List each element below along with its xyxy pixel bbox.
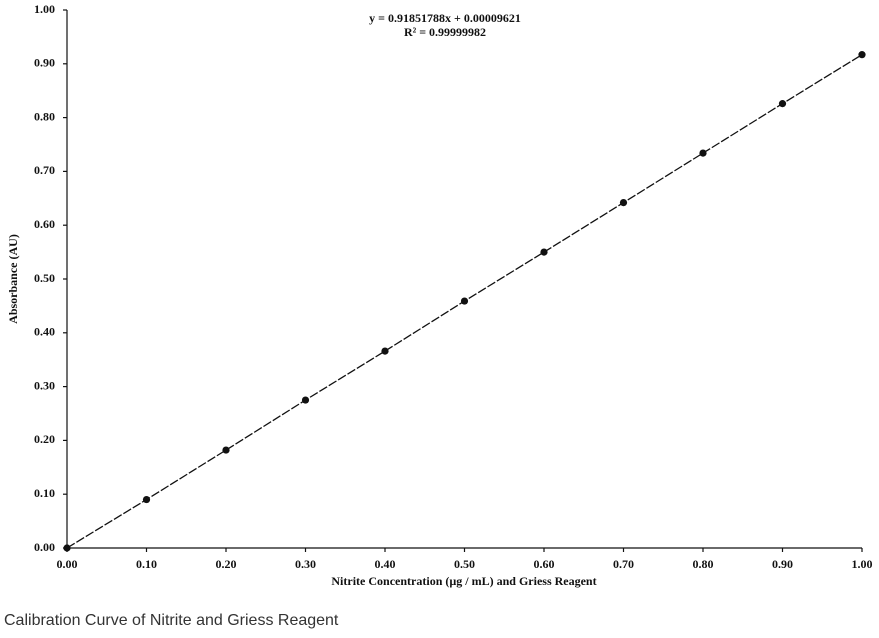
x-tick-label: 0.60 <box>534 557 555 571</box>
y-tick-label: 0.50 <box>34 271 55 285</box>
x-tick-label: 0.90 <box>772 557 793 571</box>
data-point <box>222 446 230 454</box>
y-tick-label: 0.30 <box>34 378 55 392</box>
x-tick-label: 1.00 <box>852 557 873 571</box>
x-tick-label: 0.20 <box>216 557 237 571</box>
x-tick-label: 0.70 <box>613 557 634 571</box>
x-tick-label: 0.80 <box>693 557 714 571</box>
y-tick-label: 0.60 <box>34 217 55 231</box>
data-point <box>142 495 151 504</box>
r-squared: R² = 0.99999982 <box>404 25 486 39</box>
x-axis-title: Nitrite Concentration (µg / mL) and Grie… <box>331 574 596 588</box>
data-point <box>619 199 628 207</box>
data-point <box>858 51 866 59</box>
equation: y = 0.91851788x + 0.00009621 <box>369 11 521 25</box>
data-point <box>381 347 389 355</box>
data-point <box>301 396 310 404</box>
y-tick-label: 0.70 <box>34 163 55 177</box>
data-point <box>460 297 469 305</box>
y-tick-label: 0.80 <box>34 109 55 123</box>
chart: y = 0.91851788x + 0.00009621 R² = 0.9999… <box>6 2 873 588</box>
y-axis-title: Absorbance (AU) <box>6 234 20 324</box>
x-tick-label: 0.10 <box>136 557 157 571</box>
data-point <box>699 149 707 157</box>
x-tick-label: 0.30 <box>295 557 316 571</box>
x-tick-label: 0.00 <box>57 557 78 571</box>
y-tick-label: 0.40 <box>34 325 55 339</box>
x-tick-label: 0.50 <box>454 557 475 571</box>
y-tick-label: 0.20 <box>34 432 55 446</box>
y-tick-label: 0.00 <box>34 540 55 554</box>
caption: Calibration Curve of Nitrite and Griess … <box>4 612 339 629</box>
y-tick-label: 0.10 <box>34 486 55 500</box>
data-point <box>63 544 71 552</box>
y-tick-label: 0.90 <box>34 56 55 70</box>
data-point <box>540 248 548 256</box>
x-tick-label: 0.40 <box>375 557 396 571</box>
y-tick-label: 1.00 <box>34 2 55 16</box>
data-point <box>778 100 787 108</box>
